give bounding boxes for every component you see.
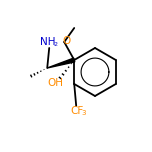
Text: CF: CF bbox=[71, 106, 84, 116]
Text: 3: 3 bbox=[81, 110, 85, 116]
Polygon shape bbox=[47, 58, 75, 68]
Text: OH: OH bbox=[47, 78, 63, 88]
Text: 2: 2 bbox=[53, 41, 57, 47]
Text: O: O bbox=[62, 36, 70, 46]
Text: NH: NH bbox=[40, 37, 56, 47]
